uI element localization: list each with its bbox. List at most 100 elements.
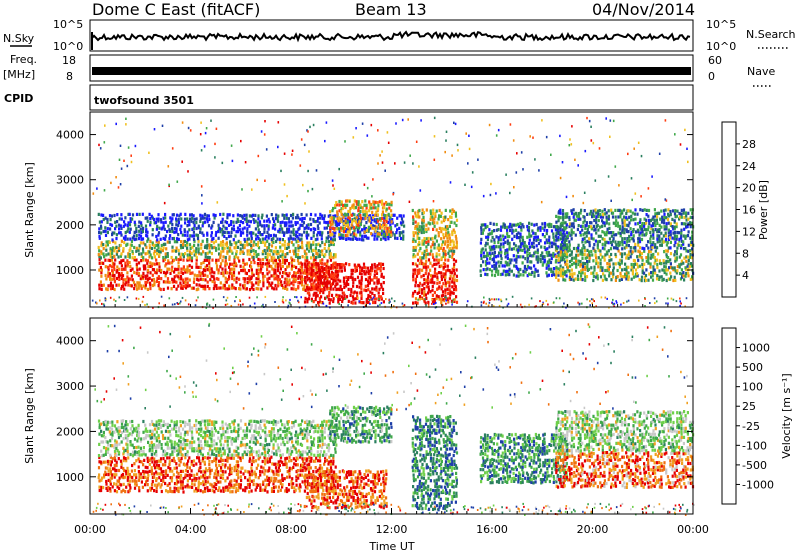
- data-cell: [284, 254, 287, 259]
- data-cell: [416, 264, 419, 268]
- data-cell: [425, 255, 428, 259]
- data-cell: [328, 281, 331, 285]
- data-cell: [423, 249, 426, 253]
- data-cell: [511, 237, 514, 241]
- data-cell: [449, 270, 452, 274]
- data-cell: [669, 213, 672, 217]
- data-cell: [162, 259, 165, 263]
- data-cell: [380, 233, 383, 237]
- data-cell: [142, 271, 145, 275]
- data-cell: [431, 215, 434, 219]
- data-cell: [369, 216, 372, 220]
- data-cell: [447, 291, 450, 295]
- data-cell: [608, 255, 611, 259]
- data-cell: [276, 278, 279, 282]
- data-cell: [667, 212, 670, 216]
- data-cell: [149, 264, 152, 268]
- data-cell: [493, 259, 496, 264]
- colorbar-frame: [721, 121, 737, 298]
- data-cell: [248, 275, 251, 279]
- data-cell: [442, 247, 445, 251]
- noise-point: [176, 180, 179, 183]
- data-cell: [555, 275, 558, 279]
- data-cell: [166, 240, 169, 244]
- data-cell: [257, 276, 260, 281]
- data-cell: [111, 255, 114, 259]
- data-cell: [175, 256, 178, 260]
- data-cell: [689, 236, 692, 240]
- data-cell: [480, 231, 483, 235]
- data-cell: [180, 270, 183, 274]
- data-cell: [144, 470, 147, 474]
- data-cell: [523, 241, 526, 245]
- data-cell: [279, 267, 282, 271]
- ground-point: [160, 295, 163, 298]
- noise-point: [609, 135, 611, 138]
- data-cell: [658, 223, 661, 227]
- data-cell: [337, 227, 340, 231]
- data-cell: [188, 237, 191, 241]
- data-cell: [381, 210, 384, 214]
- data-cell: [217, 243, 220, 247]
- data-cell: [138, 459, 141, 464]
- data-cell: [257, 280, 260, 284]
- data-cell: [358, 263, 361, 267]
- data-cell: [265, 235, 268, 239]
- data-cell: [438, 281, 441, 285]
- data-cell: [429, 268, 432, 272]
- data-cell: [320, 237, 323, 241]
- data-cell: [432, 255, 435, 259]
- data-cell: [268, 220, 271, 224]
- data-cell: [175, 246, 178, 250]
- data-cell: [122, 258, 125, 262]
- data-cell: [669, 271, 672, 275]
- data-cell: [171, 245, 174, 249]
- data-cell: [151, 456, 154, 460]
- data-cell: [100, 478, 103, 482]
- data-cell: [382, 232, 386, 236]
- data-cell: [149, 283, 152, 287]
- data-cell: [127, 456, 130, 460]
- data-cell: [180, 267, 183, 271]
- data-cell: [357, 206, 360, 210]
- data-cell: [242, 221, 245, 225]
- data-cell: [374, 213, 377, 217]
- data-cell: [486, 253, 489, 257]
- data-cell: [674, 259, 677, 263]
- data-cell: [173, 482, 177, 486]
- data-cell: [389, 227, 393, 232]
- data-cell: [184, 473, 187, 477]
- noise-point: [561, 161, 564, 164]
- data-cell: [273, 256, 276, 260]
- data-cell: [323, 288, 326, 292]
- data-cell: [444, 284, 447, 288]
- noise-point: [571, 125, 573, 128]
- noise-point: [432, 200, 435, 203]
- data-cell: [131, 278, 134, 282]
- data-cell: [663, 225, 666, 229]
- data-cell: [104, 470, 107, 474]
- data-cell: [109, 252, 112, 256]
- data-cell: [146, 259, 149, 263]
- data-cell: [116, 479, 119, 483]
- data-cell: [364, 277, 368, 282]
- data-cell: [480, 226, 483, 230]
- data-cell: [607, 267, 610, 271]
- data-cell: [288, 283, 291, 287]
- data-cell: [656, 237, 659, 241]
- data-cell: [369, 269, 372, 273]
- data-cell: [359, 214, 362, 218]
- data-cell: [508, 269, 511, 273]
- data-cell: [511, 231, 514, 235]
- data-cell: [316, 237, 319, 241]
- data-cell: [239, 214, 242, 218]
- noise-point: [168, 183, 170, 186]
- data-cell: [226, 271, 229, 275]
- data-cell: [130, 239, 133, 243]
- noise-point: [658, 152, 661, 155]
- noise-point: [395, 122, 397, 125]
- nsky-trace: [91, 30, 691, 50]
- data-cell: [632, 246, 635, 250]
- data-cell: [153, 262, 156, 266]
- data-cell: [441, 293, 445, 297]
